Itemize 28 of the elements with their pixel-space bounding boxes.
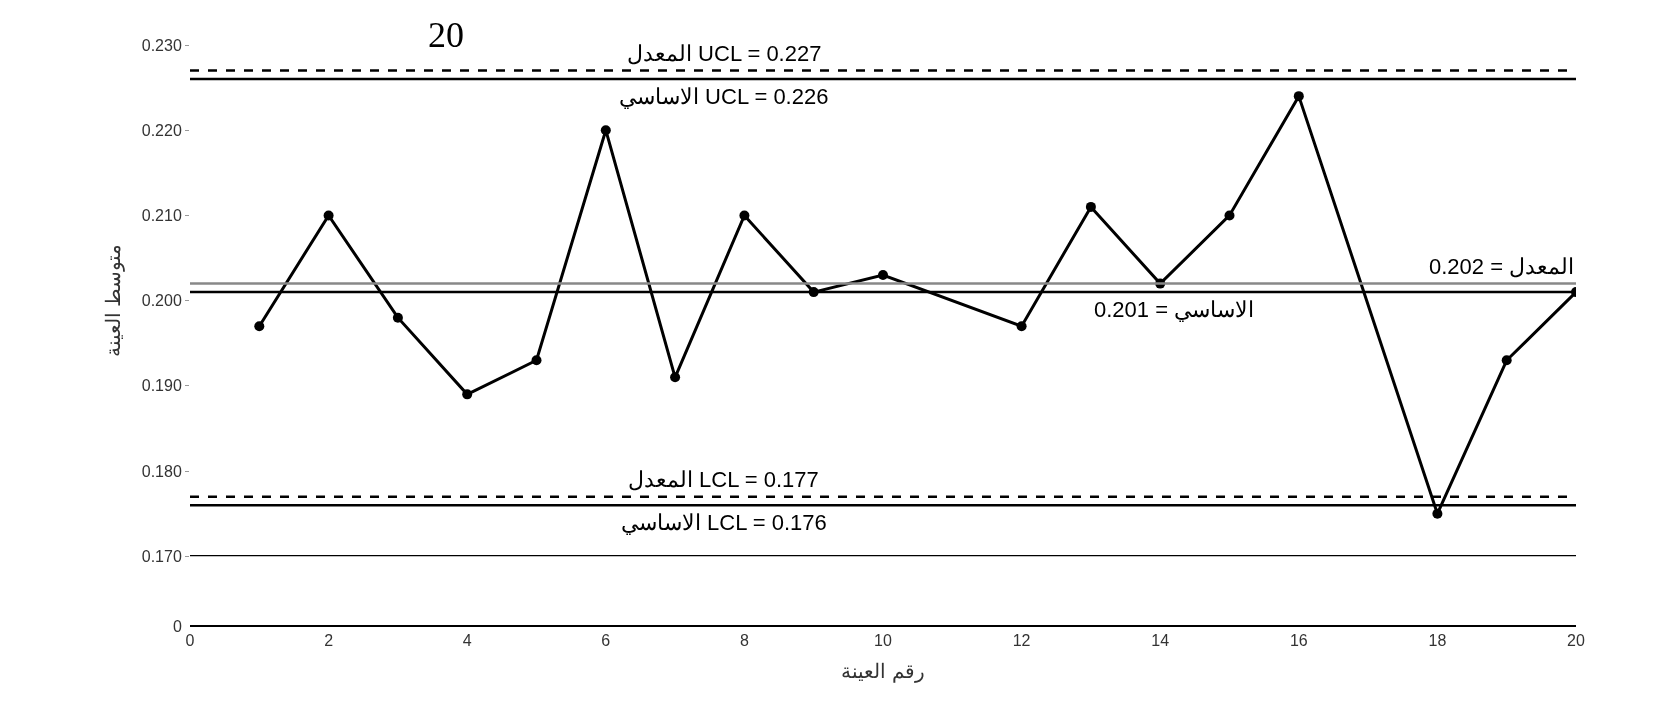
ref-line-label: الاساسي LCL = 0.176: [621, 510, 827, 535]
x-tick-label: 2: [324, 632, 334, 650]
x-axis-title: رقم العينة: [841, 660, 925, 684]
ref-line-label: الاساسي = 0.201: [1094, 297, 1255, 322]
x-tick-label: 10: [874, 632, 892, 650]
y-tick-label: 0.180: [141, 462, 182, 480]
y-tick-label: 0.210: [141, 207, 182, 225]
y-tick-label: 0.190: [141, 377, 182, 395]
ref-line-label: المعدل = 0.202: [1429, 254, 1575, 279]
annotation: 20: [428, 15, 464, 55]
y-axis-title: متوسط العينة: [102, 243, 126, 358]
x-tick-label: 12: [1012, 632, 1031, 650]
ref-line-label: المعدل LCL = 0.177: [628, 467, 819, 492]
x-tick-label: 8: [739, 632, 749, 650]
x-tick-label: 20: [1567, 632, 1585, 650]
y-tick-label: 0.220: [141, 121, 182, 139]
x-tick-label: 6: [601, 632, 611, 650]
y-tick-label: 0.200: [141, 292, 182, 310]
text: 0: [173, 618, 182, 635]
ref-line-label: الاساسي UCL = 0.226: [619, 84, 829, 109]
y-tick-label: 0.230: [141, 36, 182, 54]
x-tick-label: 16: [1289, 632, 1308, 650]
x-tick-label: 0: [185, 632, 195, 650]
y-tick-label: 0.170: [141, 547, 182, 565]
x-tick-label: 18: [1428, 632, 1447, 650]
x-tick-label: 4: [462, 632, 472, 650]
ref-line-label: المعدل UCL = 0.227: [627, 41, 822, 66]
x-tick-label: 14: [1151, 632, 1170, 650]
